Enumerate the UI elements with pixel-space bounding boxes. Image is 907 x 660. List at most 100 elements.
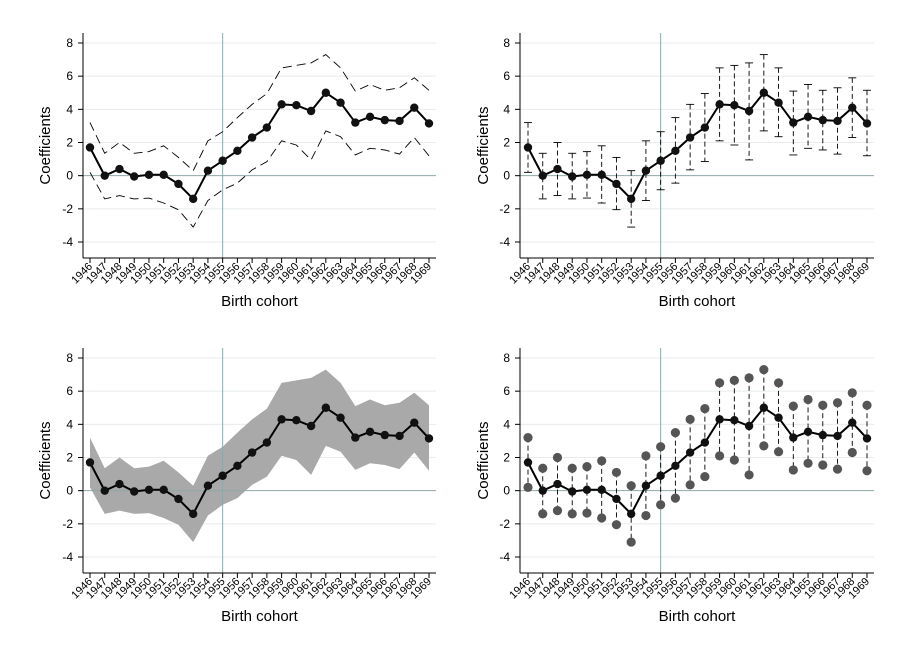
y-tick-label: 2 bbox=[66, 451, 73, 465]
coefficient-point bbox=[656, 471, 665, 480]
coefficient-point bbox=[641, 166, 651, 175]
y-tick-label: 8 bbox=[66, 351, 73, 365]
coefficient-point bbox=[568, 172, 577, 181]
coefficient-point bbox=[115, 164, 124, 174]
coefficient-point bbox=[174, 179, 183, 189]
coefficient-point bbox=[306, 421, 316, 431]
x-axis-title: Birth cohort bbox=[221, 293, 299, 310]
lower-bound-marker bbox=[847, 447, 857, 458]
coefficient-point bbox=[612, 179, 621, 189]
coefficient-point bbox=[100, 171, 109, 180]
y-tick-label: -2 bbox=[499, 202, 510, 216]
y-axis-title: Coefficients bbox=[475, 106, 492, 184]
coefficient-point bbox=[424, 434, 434, 443]
lower-bound-marker bbox=[567, 509, 577, 519]
coefficient-point bbox=[774, 413, 783, 422]
upper-bound-marker bbox=[611, 467, 622, 478]
lower-bound-marker bbox=[759, 441, 769, 451]
coefficient-point bbox=[203, 166, 213, 175]
upper-bound-marker bbox=[538, 463, 548, 473]
upper-bound-marker bbox=[523, 433, 533, 443]
y-tick-label: 4 bbox=[66, 102, 73, 116]
y-tick-label: 0 bbox=[66, 169, 73, 183]
y-tick-label: 0 bbox=[503, 484, 510, 498]
upper-bound-marker bbox=[744, 373, 754, 383]
coefficient-point bbox=[365, 427, 375, 436]
coefficient-point bbox=[395, 116, 404, 126]
upper-bound-marker bbox=[641, 451, 651, 461]
y-tick-label: 2 bbox=[503, 451, 510, 465]
lower-bound-marker bbox=[641, 510, 651, 521]
upper-bound-marker bbox=[715, 378, 725, 388]
lower-bound-marker bbox=[744, 470, 754, 480]
coefficient-point bbox=[144, 485, 154, 495]
coefficient-point bbox=[523, 458, 533, 467]
y-tick-label: -2 bbox=[62, 202, 73, 216]
upper-bound-marker bbox=[700, 403, 710, 414]
coefficient-point bbox=[789, 118, 798, 127]
coefficient-point bbox=[582, 170, 592, 180]
y-tick-label: 0 bbox=[66, 484, 73, 498]
lower-bound-marker bbox=[685, 480, 695, 490]
coefficient-point bbox=[321, 403, 331, 412]
coefficient-point bbox=[336, 413, 345, 422]
lower-bound-marker bbox=[656, 500, 666, 510]
coefficient-point bbox=[582, 485, 592, 495]
coefficient-point bbox=[715, 100, 724, 109]
coefficient-point bbox=[159, 485, 168, 495]
y-tick-label: -2 bbox=[62, 517, 73, 531]
coefficient-point bbox=[671, 461, 680, 470]
coefficient-point bbox=[188, 509, 198, 519]
lower-bound-marker bbox=[626, 537, 636, 547]
panel-shaded-ci: -4-2024681946194719481949195019511952195… bbox=[37, 348, 436, 625]
coefficient-point bbox=[365, 112, 375, 121]
coefficient-point bbox=[247, 133, 257, 142]
upper-bound-marker bbox=[847, 388, 857, 398]
coefficient-point bbox=[115, 479, 124, 489]
coefficient-point bbox=[410, 418, 419, 427]
coefficient-point bbox=[159, 170, 168, 180]
lower-bound-marker bbox=[523, 482, 533, 492]
coefficient-point bbox=[744, 106, 754, 116]
upper-bound-marker bbox=[685, 414, 695, 424]
coefficient-point bbox=[292, 415, 301, 425]
coefficient-point bbox=[744, 421, 754, 431]
y-tick-label: 8 bbox=[503, 351, 510, 365]
coefficient-point bbox=[759, 88, 769, 97]
lower-bound-marker bbox=[818, 460, 828, 470]
upper-bound-marker bbox=[626, 481, 636, 491]
coefficient-point bbox=[818, 430, 827, 440]
coefficient-point bbox=[641, 481, 651, 490]
coefficient-point bbox=[848, 418, 857, 427]
lower-bound-marker bbox=[729, 455, 739, 465]
upper-bound-marker bbox=[759, 365, 769, 375]
coefficient-point bbox=[553, 479, 562, 489]
y-tick-label: -4 bbox=[499, 550, 510, 564]
y-tick-label: -4 bbox=[62, 235, 73, 249]
y-tick-label: 4 bbox=[503, 417, 510, 431]
upper-bound-marker bbox=[773, 378, 784, 388]
coefficient-point bbox=[395, 431, 404, 441]
x-axis-title: Birth cohort bbox=[659, 293, 737, 310]
coefficient-point bbox=[277, 415, 286, 424]
y-tick-label: 8 bbox=[503, 36, 510, 50]
upper-bound-marker bbox=[862, 400, 872, 410]
y-axis-title: Coefficients bbox=[475, 421, 492, 499]
lower-bound-marker bbox=[773, 447, 784, 457]
coefficient-point bbox=[538, 486, 547, 495]
coefficient-point bbox=[862, 119, 872, 128]
coefficient-point bbox=[626, 194, 636, 204]
y-tick-label: -2 bbox=[499, 517, 510, 531]
coefficient-point bbox=[85, 143, 95, 152]
lower-bound-marker bbox=[862, 466, 872, 476]
coefficient-point bbox=[597, 170, 606, 180]
upper-bound-marker bbox=[597, 456, 607, 466]
coefficient-point bbox=[759, 403, 769, 412]
coefficient-point bbox=[833, 116, 842, 126]
coefficient-point bbox=[351, 433, 360, 442]
coefficient-point bbox=[174, 494, 183, 504]
coefficient-point bbox=[700, 438, 710, 447]
coefficient-point bbox=[233, 146, 242, 155]
upper-bound-marker bbox=[803, 394, 813, 405]
coefficient-point bbox=[380, 430, 389, 440]
